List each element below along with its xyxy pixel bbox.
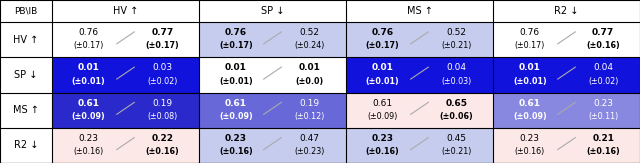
Bar xyxy=(493,22,640,57)
Text: 0.21: 0.21 xyxy=(592,134,614,143)
Text: MS ↑: MS ↑ xyxy=(13,105,39,115)
Text: 0.76: 0.76 xyxy=(520,28,540,37)
Bar xyxy=(52,22,199,57)
Bar xyxy=(199,57,346,92)
Text: 0.47: 0.47 xyxy=(300,134,319,143)
Text: (±0.24): (±0.24) xyxy=(294,41,324,51)
Text: (±0.16): (±0.16) xyxy=(586,147,620,156)
Text: (±0.01): (±0.01) xyxy=(72,77,106,86)
Bar xyxy=(0,0,640,22)
Text: (±0.17): (±0.17) xyxy=(515,41,545,51)
Text: 0.52: 0.52 xyxy=(300,28,319,37)
Text: (±0.21): (±0.21) xyxy=(441,41,472,51)
Bar xyxy=(493,128,640,163)
Bar xyxy=(346,92,493,128)
Text: 0.01: 0.01 xyxy=(225,63,246,72)
Bar xyxy=(0,92,52,128)
Text: 0.01: 0.01 xyxy=(519,63,541,72)
Text: HV ↑: HV ↑ xyxy=(13,35,38,45)
Bar xyxy=(493,57,640,92)
Text: 0.76: 0.76 xyxy=(225,28,247,37)
Text: (±0.03): (±0.03) xyxy=(441,77,472,86)
Text: 0.22: 0.22 xyxy=(151,134,173,143)
Bar xyxy=(346,128,493,163)
Text: (±0.23): (±0.23) xyxy=(294,147,324,156)
Text: (±0.16): (±0.16) xyxy=(586,41,620,51)
Text: R2 ↓: R2 ↓ xyxy=(14,140,38,150)
Text: 0.23: 0.23 xyxy=(520,134,540,143)
Bar xyxy=(52,128,199,163)
Text: R2 ↓: R2 ↓ xyxy=(554,6,579,16)
Text: 0.23: 0.23 xyxy=(372,134,394,143)
Text: (±0.21): (±0.21) xyxy=(441,147,472,156)
Text: 0.45: 0.45 xyxy=(446,134,467,143)
Bar xyxy=(493,92,640,128)
Text: (±0.0): (±0.0) xyxy=(295,77,323,86)
Text: PB\IB: PB\IB xyxy=(14,7,38,15)
Text: 0.23: 0.23 xyxy=(225,134,247,143)
Text: 0.65: 0.65 xyxy=(445,99,467,108)
Bar xyxy=(346,22,493,57)
Text: 0.77: 0.77 xyxy=(151,28,173,37)
Text: (±0.16): (±0.16) xyxy=(515,147,545,156)
Text: 0.61: 0.61 xyxy=(519,99,541,108)
Text: (±0.16): (±0.16) xyxy=(219,147,253,156)
Text: 0.61: 0.61 xyxy=(372,99,393,108)
Text: (±0.01): (±0.01) xyxy=(219,77,253,86)
Text: (±0.09): (±0.09) xyxy=(513,112,547,121)
Text: 0.61: 0.61 xyxy=(77,99,100,108)
Text: (±0.16): (±0.16) xyxy=(366,147,399,156)
Text: 0.52: 0.52 xyxy=(446,28,467,37)
Bar xyxy=(0,128,52,163)
Text: (±0.02): (±0.02) xyxy=(147,77,177,86)
Text: (±0.01): (±0.01) xyxy=(513,77,547,86)
Text: 0.03: 0.03 xyxy=(152,63,172,72)
Text: 0.61: 0.61 xyxy=(225,99,247,108)
Text: 0.01: 0.01 xyxy=(78,63,100,72)
Bar xyxy=(0,57,52,92)
Text: (±0.17): (±0.17) xyxy=(74,41,104,51)
Text: 0.76: 0.76 xyxy=(372,28,394,37)
Text: (±0.06): (±0.06) xyxy=(440,112,473,121)
Text: (±0.02): (±0.02) xyxy=(588,77,618,86)
Text: 0.23: 0.23 xyxy=(593,99,613,108)
Bar xyxy=(199,92,346,128)
Text: 0.77: 0.77 xyxy=(592,28,614,37)
Text: HV ↑: HV ↑ xyxy=(113,6,138,16)
Bar xyxy=(199,128,346,163)
Text: (±0.16): (±0.16) xyxy=(74,147,104,156)
Text: (±0.17): (±0.17) xyxy=(219,41,253,51)
Text: 0.19: 0.19 xyxy=(299,99,319,108)
Text: 0.76: 0.76 xyxy=(79,28,99,37)
Text: SP ↓: SP ↓ xyxy=(261,6,284,16)
Bar xyxy=(52,57,199,92)
Text: 0.01: 0.01 xyxy=(372,63,394,72)
Text: (±0.09): (±0.09) xyxy=(72,112,106,121)
Text: (±0.17): (±0.17) xyxy=(145,41,179,51)
Text: (±0.01): (±0.01) xyxy=(366,77,399,86)
Text: 0.04: 0.04 xyxy=(593,63,613,72)
Bar xyxy=(52,92,199,128)
Text: (±0.11): (±0.11) xyxy=(588,112,618,121)
Bar xyxy=(199,22,346,57)
Text: SP ↓: SP ↓ xyxy=(14,70,38,80)
Text: 0.19: 0.19 xyxy=(152,99,172,108)
Text: (±0.09): (±0.09) xyxy=(219,112,253,121)
Text: (±0.17): (±0.17) xyxy=(366,41,399,51)
Bar xyxy=(0,22,52,57)
Bar xyxy=(346,57,493,92)
Text: (±0.09): (±0.09) xyxy=(367,112,398,121)
Text: (±0.12): (±0.12) xyxy=(294,112,324,121)
Text: (±0.16): (±0.16) xyxy=(145,147,179,156)
Text: 0.04: 0.04 xyxy=(446,63,467,72)
Text: 0.23: 0.23 xyxy=(79,134,99,143)
Text: (±0.08): (±0.08) xyxy=(147,112,177,121)
Text: MS ↑: MS ↑ xyxy=(406,6,433,16)
Text: 0.01: 0.01 xyxy=(298,63,320,72)
